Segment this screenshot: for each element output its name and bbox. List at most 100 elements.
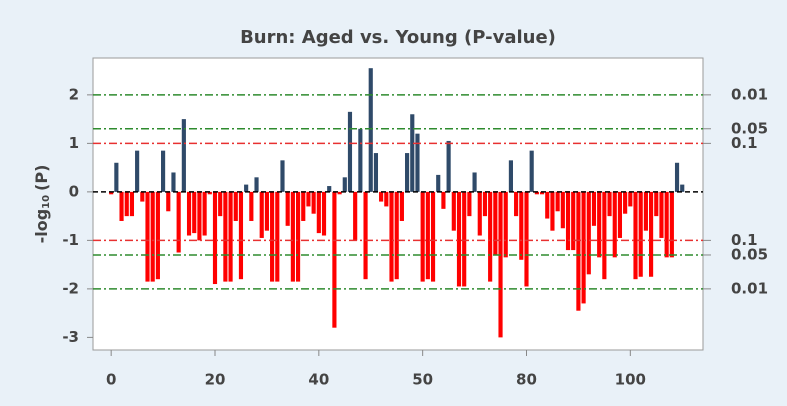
bar (228, 191, 233, 282)
bar (555, 191, 560, 212)
bar (514, 191, 519, 217)
bar (654, 191, 659, 217)
y-axis-label: -log10 (P) (32, 165, 53, 244)
right-tick-label: 0.01 (731, 279, 768, 297)
bar (124, 191, 129, 217)
bar (581, 191, 586, 304)
bar (623, 191, 628, 214)
bar (373, 153, 379, 192)
bar (539, 191, 545, 195)
bar (197, 191, 202, 241)
right-tick-label: 0.01 (731, 85, 768, 103)
bar (529, 150, 534, 192)
bar (669, 191, 674, 258)
bar (321, 191, 327, 236)
bar (451, 191, 456, 231)
bar (472, 172, 477, 192)
bar (290, 191, 295, 282)
bar (493, 191, 498, 255)
bar (477, 191, 482, 236)
bar (244, 184, 249, 192)
x-tick-label: 40 (308, 371, 329, 389)
bar (114, 162, 119, 192)
bar (565, 191, 571, 251)
bar (545, 191, 550, 219)
bar (135, 150, 140, 192)
bar (612, 191, 617, 258)
bar (633, 191, 638, 280)
x-tick-label: 80 (516, 371, 537, 389)
bar (332, 191, 337, 328)
x-tick-label: 50 (412, 371, 433, 389)
bar (186, 191, 192, 236)
bar (674, 162, 680, 192)
bar (254, 177, 259, 192)
bar (430, 191, 436, 282)
bar (327, 186, 332, 192)
bar (301, 191, 306, 221)
bar (394, 191, 399, 280)
bar (129, 191, 135, 217)
y-label-suffix: (P) (32, 165, 51, 191)
bar (436, 174, 441, 192)
bar (571, 191, 576, 251)
bar (384, 191, 389, 207)
bar (405, 153, 410, 192)
bar (212, 191, 218, 285)
bar (410, 114, 415, 192)
bar (503, 191, 508, 258)
x-tick-label: 0 (106, 371, 116, 389)
bar (368, 68, 373, 192)
bar (524, 191, 529, 287)
bar (316, 191, 321, 234)
bar (145, 191, 150, 282)
bar (337, 191, 342, 195)
bar (456, 191, 462, 287)
bar (342, 177, 347, 192)
bar (166, 191, 171, 212)
right-tick-label: 0.05 (731, 119, 768, 137)
x-tick-label: 100 (615, 371, 646, 389)
bar (643, 191, 648, 231)
bar (358, 128, 363, 192)
bar (207, 191, 212, 195)
bar (171, 172, 176, 192)
bar (586, 191, 591, 275)
bar (519, 191, 524, 260)
bar (181, 119, 186, 192)
bar (415, 133, 420, 192)
bar (363, 191, 368, 280)
bar (249, 191, 254, 221)
bar (295, 191, 301, 282)
y-tick-label: -1 (62, 231, 79, 249)
bar (399, 191, 404, 221)
bar (264, 191, 269, 231)
bar (311, 191, 316, 214)
bar (607, 191, 612, 217)
bar (285, 191, 290, 226)
bar (508, 160, 513, 192)
bar (280, 160, 285, 192)
bar (109, 191, 114, 195)
bar (597, 191, 602, 258)
bar (550, 191, 555, 231)
bar (140, 191, 145, 202)
y-tick-label: 0 (69, 182, 79, 200)
bar (534, 191, 539, 195)
bar (223, 191, 228, 282)
bar (119, 191, 124, 221)
bar (441, 191, 446, 209)
right-tick-label: 0.1 (731, 134, 758, 152)
bar (462, 191, 467, 287)
bar (306, 191, 311, 207)
bar (602, 191, 607, 280)
bar (161, 150, 166, 192)
chart-title: Burn: Aged vs. Young (P-value) (240, 27, 556, 48)
bar (233, 191, 238, 221)
x-tick-label: 20 (205, 371, 226, 389)
bar (467, 191, 472, 217)
bar (275, 191, 280, 282)
bar (488, 191, 493, 282)
